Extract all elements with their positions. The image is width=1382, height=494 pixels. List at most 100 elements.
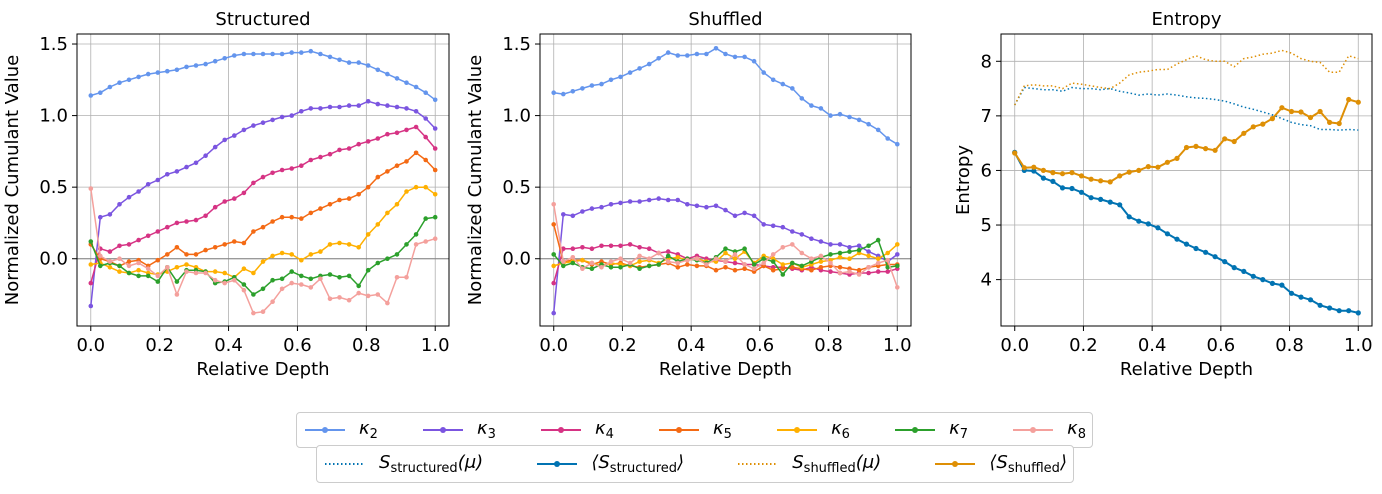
data-point xyxy=(155,257,161,263)
chart-title: Structured xyxy=(215,9,310,30)
x-tick-label: 0.6 xyxy=(1207,335,1236,356)
data-point xyxy=(327,296,333,302)
data-point xyxy=(665,50,671,55)
data-point xyxy=(385,103,390,108)
data-point xyxy=(251,270,256,276)
data-point xyxy=(1241,268,1247,274)
data-point xyxy=(732,54,738,60)
data-point xyxy=(580,209,585,214)
data-point xyxy=(847,114,852,120)
data-point xyxy=(1317,108,1323,115)
data-point xyxy=(1040,167,1046,173)
data-point xyxy=(866,243,871,249)
data-point xyxy=(818,106,824,111)
data-point xyxy=(1136,218,1142,224)
data-point xyxy=(251,292,256,297)
data-point xyxy=(117,80,122,85)
data-point xyxy=(184,64,189,70)
data-point xyxy=(203,213,208,219)
data-point xyxy=(327,151,333,157)
data-point xyxy=(346,60,352,65)
data-point xyxy=(694,256,700,262)
x-tick-label: 1.0 xyxy=(883,335,912,356)
data-point xyxy=(356,290,362,296)
data-point xyxy=(885,136,890,141)
x-axis-label: Relative Depth xyxy=(196,359,329,380)
data-point xyxy=(665,197,671,203)
x-tick-label: 0.4 xyxy=(1138,335,1167,356)
y-tick-label: 0.0 xyxy=(39,249,68,270)
data-point xyxy=(241,287,247,293)
data-point xyxy=(423,157,429,163)
x-tick-label: 0.6 xyxy=(283,335,312,356)
data-point xyxy=(1078,173,1085,179)
legend-item-kappa-2: κ2 xyxy=(303,418,378,442)
data-point xyxy=(665,249,671,254)
data-point xyxy=(618,265,623,270)
data-point xyxy=(1069,185,1075,192)
data-point xyxy=(761,70,766,75)
data-point xyxy=(685,262,690,267)
data-point xyxy=(126,263,132,269)
data-point xyxy=(432,97,438,103)
x-tick-label: 0.2 xyxy=(1069,335,1098,356)
legend-item-kappa-6: κ6 xyxy=(775,418,850,442)
data-point xyxy=(1203,249,1209,255)
data-point xyxy=(818,259,824,264)
legend-label: κ2 xyxy=(359,418,378,442)
data-point xyxy=(1250,124,1256,130)
data-point xyxy=(299,257,304,263)
data-point xyxy=(570,89,576,94)
data-point xyxy=(260,51,266,57)
data-point xyxy=(404,106,409,111)
x-tick-label: 0.0 xyxy=(76,335,105,356)
x-axis-label: Relative Depth xyxy=(659,359,792,380)
data-point xyxy=(723,207,728,213)
data-point xyxy=(337,240,342,246)
data-point xyxy=(885,257,890,263)
data-point xyxy=(1260,277,1266,283)
data-point xyxy=(423,134,429,140)
data-point xyxy=(646,246,652,251)
data-point xyxy=(184,252,189,257)
data-point xyxy=(270,277,275,283)
data-point xyxy=(184,262,189,267)
series-3 xyxy=(1014,49,1359,106)
data-point xyxy=(866,121,871,127)
legend-label: Sshuffled(μ) xyxy=(792,452,882,476)
data-point xyxy=(570,213,576,219)
data-point xyxy=(704,262,709,267)
data-point xyxy=(665,259,671,264)
legend-item-entropy-3: Sshuffled(μ) xyxy=(736,452,881,476)
legend-label: Sstructured(μ) xyxy=(379,452,484,476)
data-point xyxy=(222,199,227,204)
data-point xyxy=(432,214,438,220)
data-point xyxy=(809,256,814,262)
data-point xyxy=(174,292,180,297)
legend-item-entropy-1: Sstructured(μ) xyxy=(323,452,483,476)
data-point xyxy=(88,239,94,244)
data-point xyxy=(608,202,614,207)
data-point xyxy=(1336,308,1342,314)
data-point xyxy=(732,260,738,266)
data-point xyxy=(895,242,900,247)
data-point xyxy=(404,189,409,194)
data-point xyxy=(599,81,604,87)
data-point xyxy=(356,283,362,289)
data-point xyxy=(847,249,852,254)
data-point xyxy=(1269,280,1275,286)
data-point xyxy=(174,67,180,73)
data-point xyxy=(1174,155,1180,161)
data-point xyxy=(184,269,189,274)
legend-item-kappa-7: κ7 xyxy=(893,418,968,442)
y-axis-label: Entropy xyxy=(953,145,974,215)
data-point xyxy=(203,270,208,276)
data-point xyxy=(184,164,189,170)
data-point xyxy=(88,303,94,309)
data-point xyxy=(1298,109,1304,115)
plot-frame xyxy=(539,33,912,327)
data-point xyxy=(665,253,671,259)
panel-entropy: 0.0 0.2 0.4 0.6 0.8 1.0 4 5 6 7 8 Entropy Relative D… xyxy=(953,9,1373,380)
data-point xyxy=(1222,136,1228,142)
data-point xyxy=(685,202,690,207)
